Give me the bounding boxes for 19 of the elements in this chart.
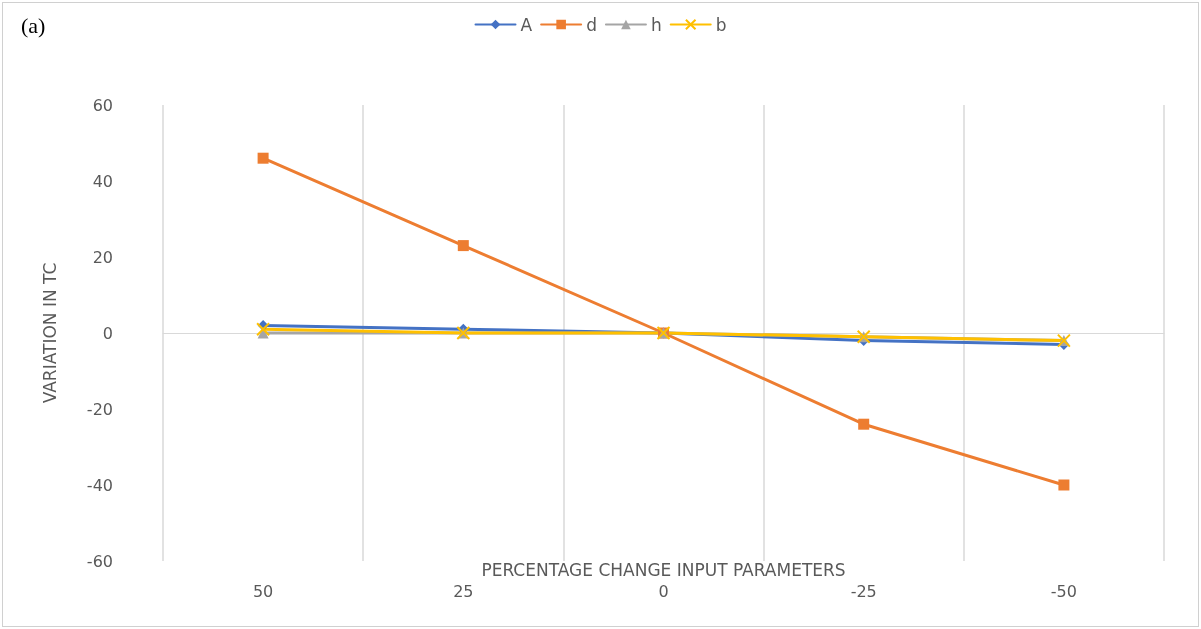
legend-label: b — [715, 14, 727, 35]
x-tick-label: -25 — [850, 581, 877, 601]
y-tick-label: 20 — [92, 247, 113, 267]
x-tick-label: -50 — [1050, 581, 1077, 601]
x-tick-label: 25 — [453, 581, 474, 601]
legend-label: h — [650, 14, 662, 35]
y-tick-label: 0 — [102, 323, 113, 343]
x-axis-title: PERCENTAGE CHANGE INPUT PARAMETERS — [481, 559, 846, 580]
y-tick-label: 40 — [92, 171, 113, 191]
legend-label: A — [520, 14, 533, 35]
y-tick-label: 60 — [92, 95, 113, 115]
y-tick-label: -20 — [86, 399, 113, 419]
text: (a) — [21, 13, 46, 39]
y-tick-label: -40 — [86, 475, 113, 495]
y-axis-title: VARIATION IN TC — [39, 262, 60, 404]
x-tick-label: 0 — [658, 581, 669, 601]
x-tick-label: 50 — [252, 581, 274, 601]
y-tick-label: -60 — [86, 551, 113, 571]
legend-label: d — [586, 14, 597, 35]
